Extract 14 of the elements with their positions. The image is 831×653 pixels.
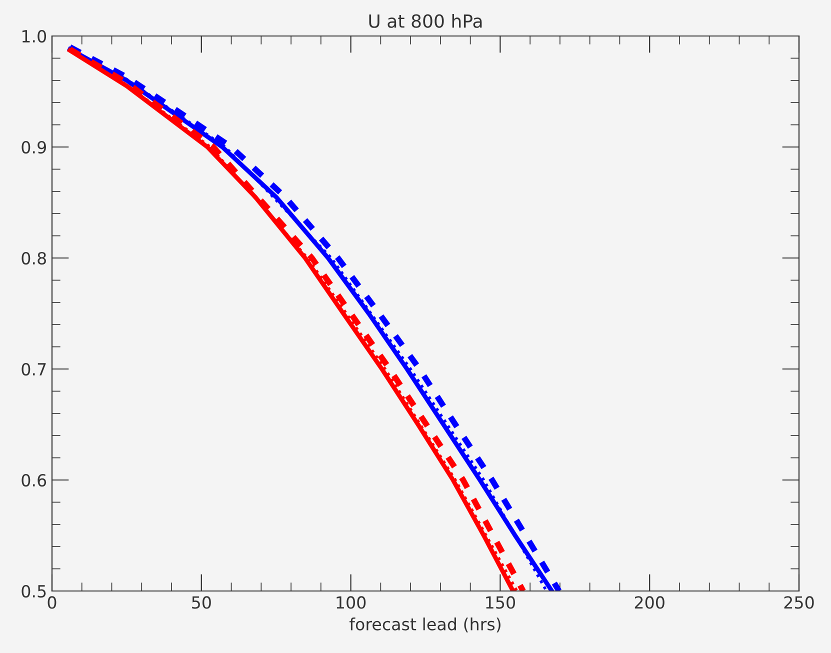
y-tick-label: 0.9: [22, 140, 46, 154]
x-tick-label: 50: [192, 596, 211, 609]
x-tick-label: 250: [784, 596, 814, 609]
y-tick-label: 0.5: [22, 584, 46, 598]
x-tick-label: 150: [486, 596, 515, 609]
x-axis-title: forecast lead (hrs): [350, 618, 500, 632]
x-tick-label: 0: [48, 596, 56, 609]
y-tick-label: 0.7: [22, 362, 46, 376]
x-tick-label: 100: [336, 596, 366, 609]
y-tick-label: 0.6: [22, 474, 46, 487]
y-tick-label: 0.8: [22, 252, 46, 265]
x-tick-label: 200: [634, 596, 664, 609]
y-tick-label: 1.0: [22, 30, 46, 43]
chart-title: U at 800 hPa: [369, 14, 482, 28]
